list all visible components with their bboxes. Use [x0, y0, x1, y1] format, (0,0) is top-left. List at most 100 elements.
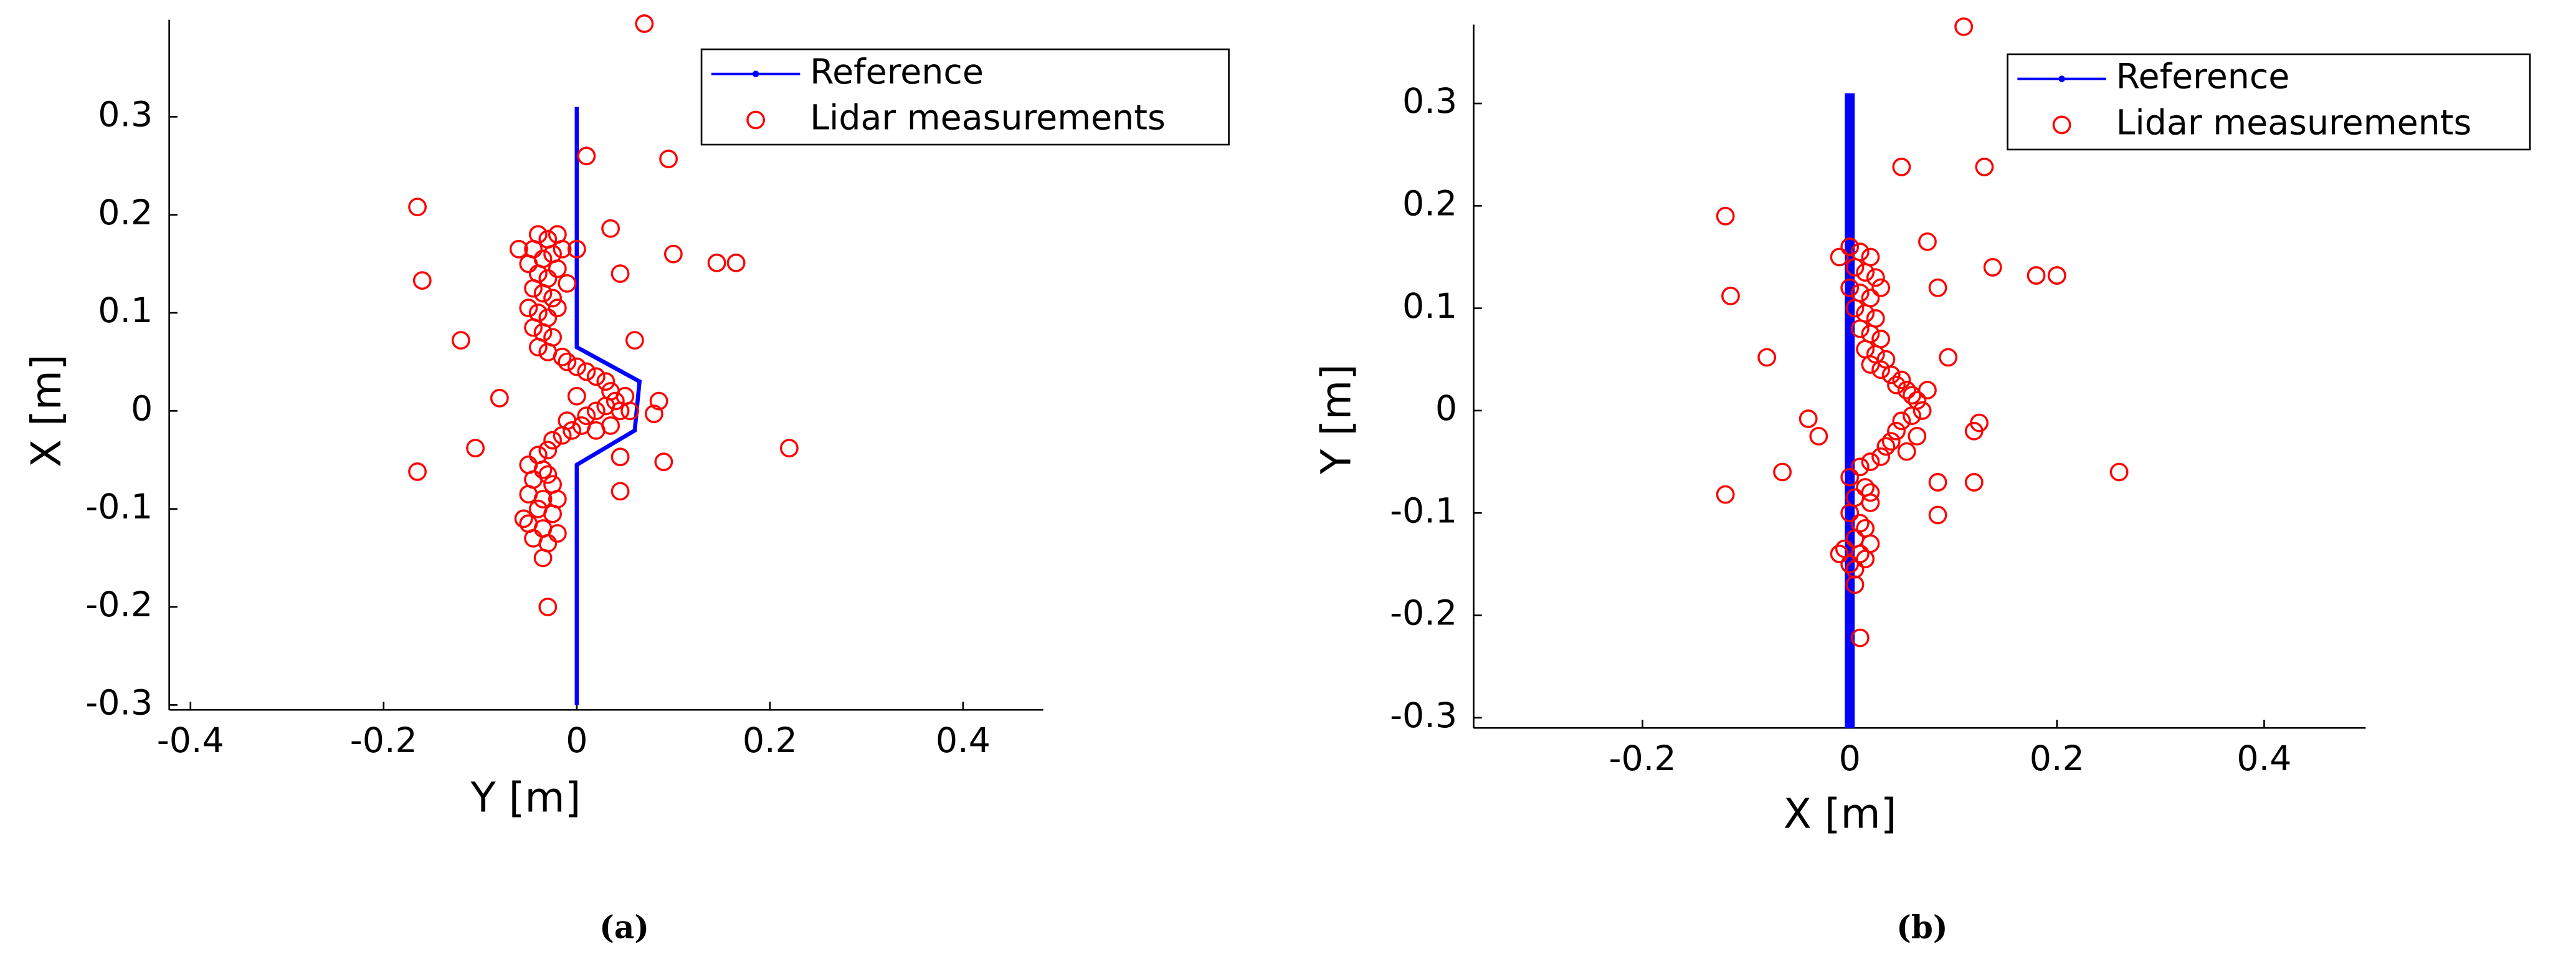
- x-tick-label: -0.2: [350, 721, 417, 761]
- lidar-point: [543, 431, 562, 450]
- lidar-point: [509, 239, 528, 259]
- y-tick-label: -0.3: [1390, 696, 1457, 736]
- lidar-point: [1887, 375, 1906, 394]
- lidar-point: [1861, 493, 1880, 512]
- lidar-point: [1876, 437, 1896, 456]
- lidar-point: [1928, 505, 1947, 525]
- lidar-point: [533, 548, 553, 568]
- lidar-point: [1866, 268, 1885, 287]
- y-tick-label: 0.3: [98, 95, 153, 135]
- lidar-point: [1866, 345, 1885, 364]
- caption: (b): [1896, 909, 1947, 946]
- x-tick-label: 0.2: [2030, 739, 2084, 779]
- lidar-point: [779, 439, 799, 458]
- lidar-point: [1892, 158, 1911, 176]
- legend-marker: [2052, 115, 2071, 135]
- legend-marker: [752, 70, 759, 77]
- lidar-point: [533, 460, 553, 479]
- lidar-point: [1845, 560, 1865, 579]
- lidar-point: [490, 389, 509, 408]
- lidar-point: [611, 264, 630, 284]
- lidar-point: [412, 271, 432, 290]
- lidar-point: [1975, 158, 1994, 176]
- lidar-point: [596, 396, 615, 416]
- lidar-point: [1881, 432, 1901, 451]
- lidar-point: [1856, 263, 1875, 282]
- lidar-point: [1983, 258, 2002, 277]
- lidar-point: [558, 411, 577, 431]
- lidar-point: [558, 352, 577, 371]
- lidar-point: [663, 244, 683, 264]
- y-tick-label: 0: [1435, 389, 1457, 429]
- x-axis-label: Y [m]: [470, 773, 581, 821]
- lidar-point: [606, 391, 625, 411]
- lidar-point: [553, 239, 572, 259]
- lidar-point: [1840, 467, 1860, 487]
- lidar-point: [1871, 447, 1890, 466]
- lidar-point: [1856, 303, 1875, 323]
- y-tick-label: 0: [131, 389, 153, 429]
- x-tick-label: -0.2: [1609, 739, 1676, 779]
- y-tick-label: 0.2: [98, 193, 153, 233]
- lidar-point: [601, 416, 620, 435]
- lidar-point: [659, 150, 678, 168]
- x-tick-label: 0.2: [743, 721, 797, 761]
- lidar-point: [1892, 370, 1911, 389]
- lidar-point: [1887, 421, 1906, 441]
- lidar-point: [1892, 411, 1911, 431]
- lidar-point: [1861, 452, 1880, 471]
- lidar-point: [1850, 628, 1870, 647]
- lidar-point: [2109, 462, 2129, 482]
- lidar-point: [514, 509, 533, 528]
- lidar-point: [1908, 427, 1927, 446]
- lidar-point: [1830, 247, 1849, 267]
- lidar-point: [1830, 545, 1849, 563]
- lidar-point: [1721, 287, 1740, 305]
- lidar-point: [2047, 266, 2066, 285]
- lidar-point: [408, 462, 427, 481]
- lidar-point: [1928, 473, 1947, 492]
- y-tick-label: -0.1: [85, 487, 153, 527]
- legend-label: Lidar measurements: [2116, 103, 2472, 143]
- lidar-point: [2027, 266, 2046, 285]
- lidar-point: [548, 298, 567, 318]
- lidar-point: [1928, 278, 1947, 297]
- lidar-point: [548, 490, 567, 508]
- legend-label: Lidar measurements: [810, 98, 1166, 138]
- lidar-point: [451, 331, 470, 350]
- lidar-point: [1861, 247, 1880, 267]
- lidar-point: [1845, 258, 1865, 277]
- legend-label: Reference: [2116, 57, 2290, 97]
- y-tick-label: -0.3: [85, 683, 153, 723]
- lidar-point: [538, 465, 558, 484]
- lidar-point: [1871, 360, 1890, 379]
- y-axis-label: X [m]: [22, 354, 70, 467]
- lidar-point: [1716, 206, 1735, 226]
- lidar-point: [567, 239, 586, 259]
- lidar-point: [553, 347, 572, 366]
- lidar-point: [528, 338, 548, 357]
- lidar-point: [1840, 237, 1860, 256]
- lidar-point: [1871, 278, 1890, 297]
- lidar-point: [519, 298, 538, 318]
- lidar-point: [1861, 289, 1880, 308]
- lidar-point: [586, 401, 606, 421]
- lidar-point: [611, 482, 630, 501]
- lidar-point: [1809, 427, 1828, 446]
- lidar-point: [1970, 413, 1989, 432]
- lidar-point: [1840, 555, 1860, 574]
- lidar-point: [586, 367, 606, 386]
- lidar-point: [1850, 319, 1870, 338]
- lidar-point: [611, 447, 630, 467]
- lidar-point: [548, 524, 567, 543]
- lidar-point: [466, 439, 485, 458]
- lidar-point: [538, 598, 558, 616]
- y-tick-label: 0.1: [1402, 287, 1457, 327]
- lidar-point: [601, 219, 620, 238]
- lidar-point: [548, 259, 567, 279]
- x-tick-label: -0.4: [157, 721, 224, 761]
- y-tick-label: -0.1: [1390, 491, 1457, 531]
- lidar-point: [533, 490, 553, 508]
- lidar-point: [1861, 324, 1880, 343]
- lidar-point: [1964, 473, 1984, 492]
